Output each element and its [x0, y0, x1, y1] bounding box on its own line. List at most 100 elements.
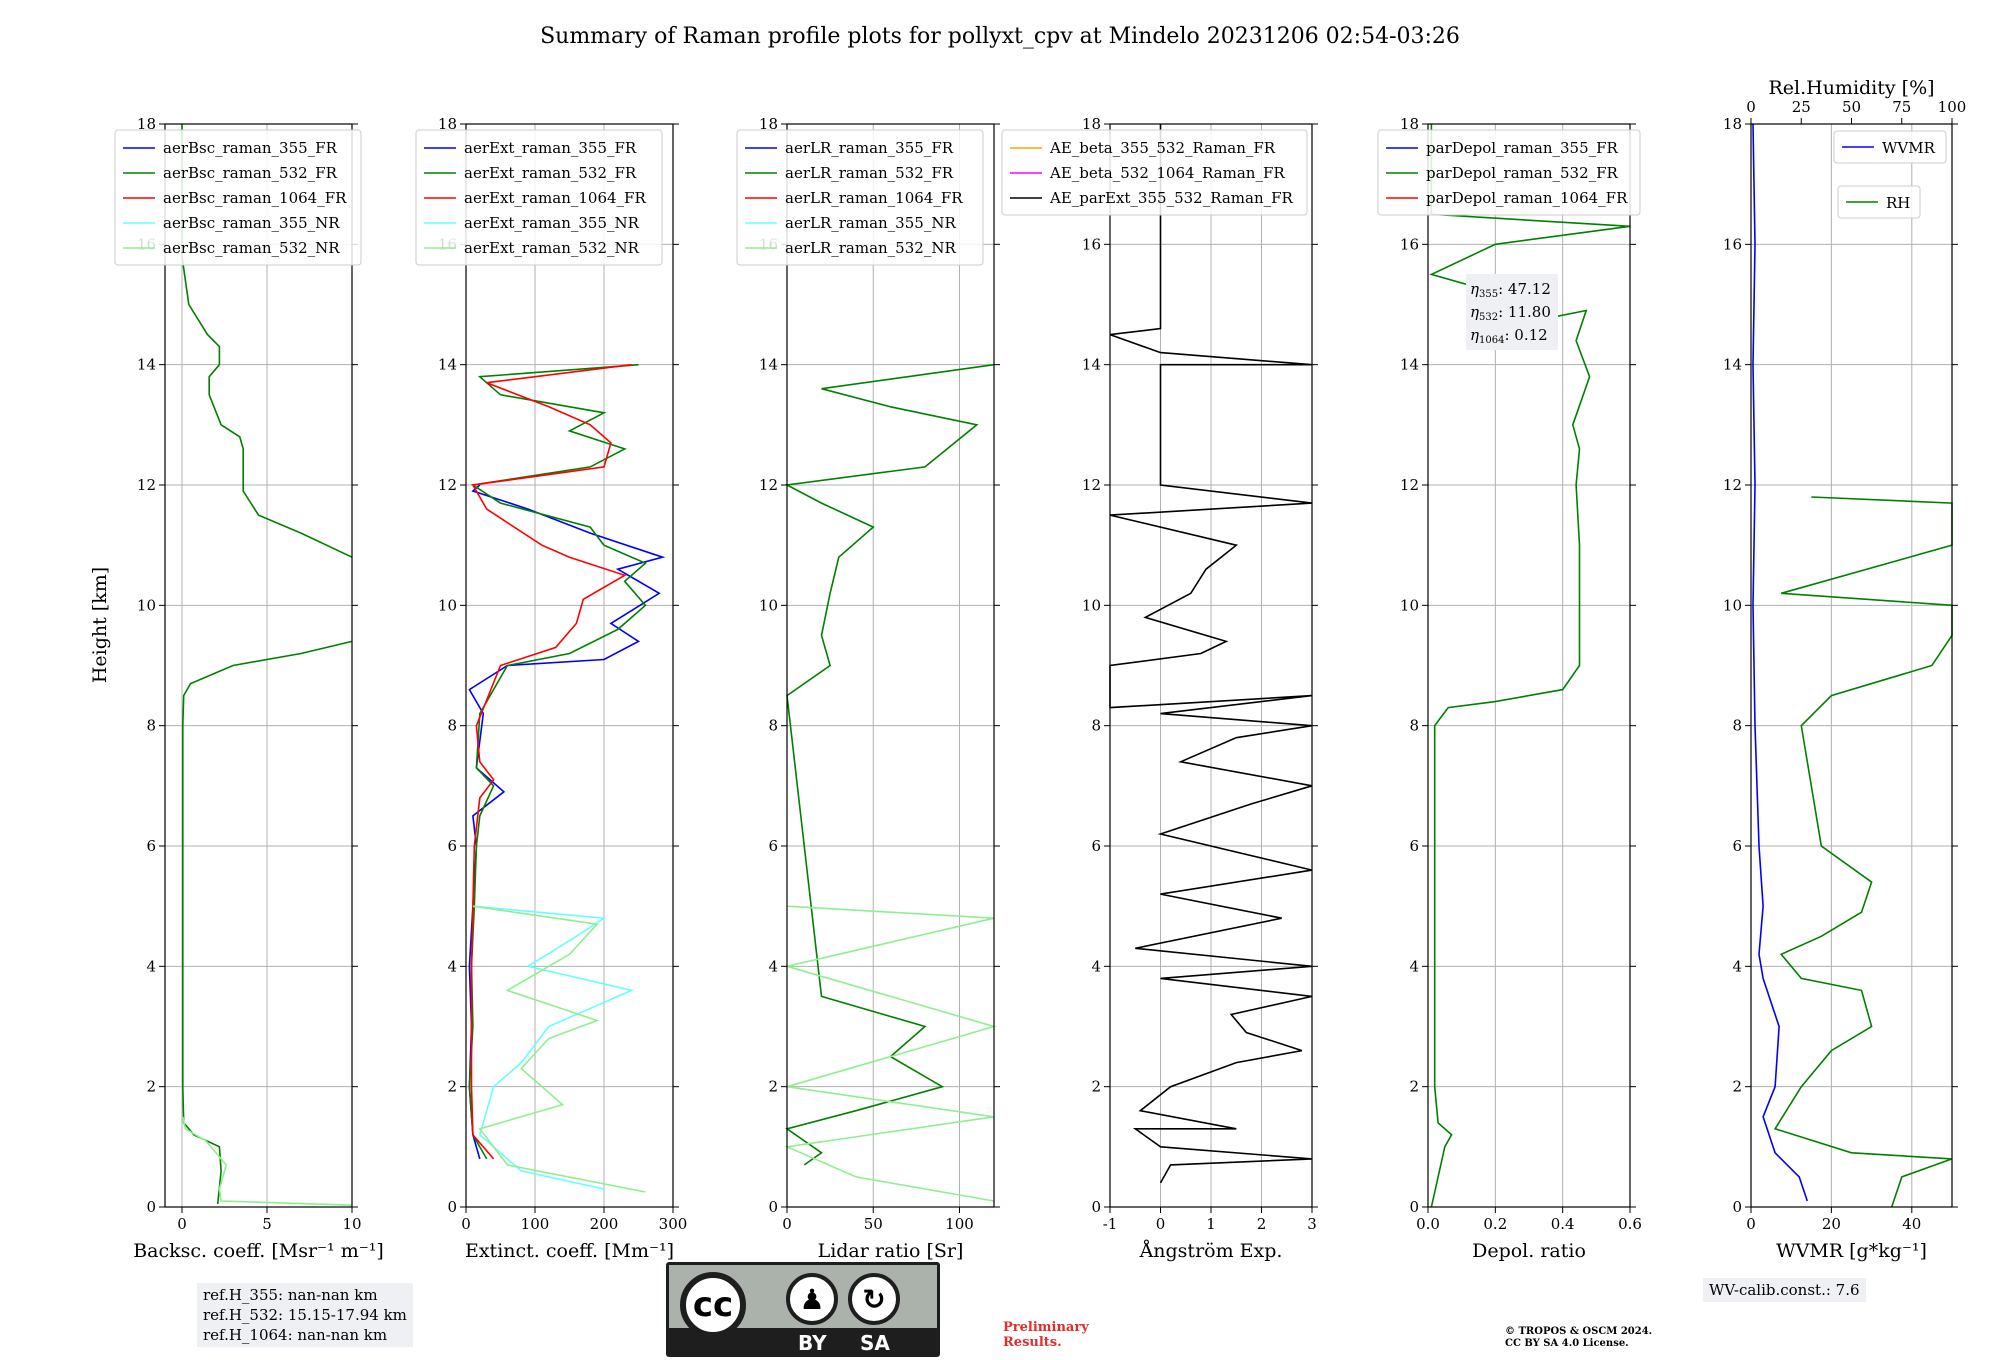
x-tick-label: 0: [1156, 1215, 1166, 1233]
wv-calib-box: WV-calib.const.: 7.6: [1703, 1278, 1866, 1302]
x2-axis-label: Rel.Humidity [%]: [1768, 77, 1934, 99]
axes-frame: [1427, 123, 1631, 1208]
legend-box: [415, 129, 663, 266]
series-line-aerLR_raman_532_NR: [783, 905, 997, 1202]
y-tick-label: 14: [1400, 356, 1419, 374]
series-line-parDepol_raman_532_FR: [1429, 124, 1631, 1208]
legend-label: parDepol_raman_532_FR: [1426, 164, 1619, 182]
y-tick-label: 6: [447, 837, 457, 855]
y-tick-label: 6: [1409, 837, 1419, 855]
legend-label: AE_parExt_355_532_Raman_FR: [1049, 189, 1294, 207]
y-tick-label: 6: [146, 837, 156, 855]
reference-height-box: ref.H_355: nan-nan km ref.H_532: 15.15-1…: [197, 1283, 413, 1347]
x-tick-label: 20: [1822, 1215, 1841, 1233]
y-tick-label: 4: [447, 957, 457, 975]
legend-box: [1837, 185, 1921, 219]
legend-label: WVMR: [1882, 139, 1936, 157]
preliminary-line-2: Results.: [1003, 1335, 1062, 1350]
y-tick-label: 2: [1091, 1078, 1101, 1096]
y-tick-label: 18: [1723, 115, 1742, 133]
ref-height-355: ref.H_355: nan-nan km: [203, 1286, 378, 1304]
y-tick-label: 2: [1732, 1078, 1742, 1096]
y-tick-label: 14: [137, 356, 156, 374]
legend-label: aerLR_raman_355_FR: [785, 139, 954, 157]
y-tick-label: 12: [1082, 476, 1101, 494]
y-tick-label: 14: [1723, 356, 1742, 374]
copyright-note: © TROPOS & OSCM 2024. CC BY SA 4.0 Licen…: [1505, 1326, 1652, 1350]
series-line-WVMR: [1752, 123, 1809, 1202]
cc-by-sa-license-badge: cc ♟ ↻ BY SA: [666, 1262, 940, 1357]
series-line-aerBsc_raman_532_FR: [181, 124, 353, 1205]
y-tick-label: 6: [768, 837, 778, 855]
y-tick-label: 8: [1091, 717, 1101, 735]
y-tick-label: 4: [146, 957, 156, 975]
y-tick-label: 12: [1723, 476, 1742, 494]
legend-box: [1001, 129, 1308, 216]
legend-label: parDepol_raman_1064_FR: [1426, 189, 1628, 207]
y-tick-label: 10: [1400, 596, 1419, 614]
y-tick-label: 10: [1723, 596, 1742, 614]
x-tick-label: -1: [1103, 1215, 1118, 1233]
legend-label: RH: [1886, 194, 1910, 212]
x-tick-label: 1: [1206, 1215, 1216, 1233]
x-tick-label: 10: [342, 1215, 361, 1233]
y-tick-label: 4: [1091, 957, 1101, 975]
legend-label: aerLR_raman_532_NR: [785, 239, 956, 257]
x-tick-label: 2: [1257, 1215, 1267, 1233]
sa-label: SA: [860, 1331, 890, 1355]
copyright-line-2: CC BY SA 4.0 License.: [1505, 1338, 1629, 1349]
ref-height-1064: ref.H_1064: nan-nan km: [203, 1326, 388, 1344]
x-axis-label: Lidar ratio [Sr]: [818, 1240, 964, 1262]
y-tick-label: 16: [1082, 235, 1101, 253]
copyright-line-1: © TROPOS & OSCM 2024.: [1505, 1326, 1653, 1337]
cc-logo-icon: cc: [680, 1272, 746, 1338]
y-tick-label: 14: [438, 356, 457, 374]
y-tick-label: 0: [146, 1198, 156, 1216]
x-tick-label: 0: [461, 1215, 471, 1233]
legend-label: parDepol_raman_355_FR: [1426, 139, 1619, 157]
y-tick-label: 18: [1082, 115, 1101, 133]
share-alike-icon: ↻: [848, 1273, 900, 1325]
x-axis-label: Extinct. coeff. [Mm⁻¹]: [465, 1240, 674, 1262]
panel-3: 024681012141618050100Lidar ratio [Sr]aer…: [736, 115, 1000, 1262]
legend-label: aerBsc_raman_355_FR: [163, 139, 338, 157]
y-tick-label: 18: [438, 115, 457, 133]
y-tick-label: 6: [1091, 837, 1101, 855]
y-tick-label: 4: [1409, 957, 1419, 975]
legend-box: [1833, 130, 1947, 164]
y-tick-label: 8: [1732, 717, 1742, 735]
y-tick-label: 10: [438, 596, 457, 614]
preliminary-note: Preliminary Results.: [1003, 1320, 1089, 1350]
x-tick-label: 5: [262, 1215, 272, 1233]
y-tick-label: 0: [768, 1198, 778, 1216]
series-line-aerLR_raman_532_FR: [784, 363, 995, 1166]
figure-title: Summary of Raman profile plots for polly…: [540, 24, 1460, 49]
y-axis-label: Height [km]: [89, 567, 111, 683]
y-tick-label: 8: [768, 717, 778, 735]
series-line-aerExt_raman_532_NR: [472, 905, 646, 1193]
x-axis-label: WVMR [g*kg⁻¹]: [1776, 1240, 1927, 1262]
axes-frame: [465, 123, 674, 1208]
series-line-aerExt_raman_355_NR: [472, 905, 635, 1190]
y-tick-label: 16: [1723, 235, 1742, 253]
legend-label: aerBsc_raman_532_NR: [163, 239, 340, 257]
y-tick-label: 12: [1400, 476, 1419, 494]
x-axis-label: Backsc. coeff. [Msr⁻¹ m⁻¹]: [133, 1240, 384, 1262]
legend-label: aerExt_raman_355_FR: [464, 139, 637, 157]
y-tick-label: 6: [1732, 837, 1742, 855]
x2-tick-label: 75: [1892, 98, 1911, 116]
series-line-aerExt_raman_532_FR: [468, 363, 647, 1160]
preliminary-line-1: Preliminary: [1003, 1320, 1089, 1335]
y-tick-label: 0: [1409, 1198, 1419, 1216]
y-tick-label: 12: [438, 476, 457, 494]
x-tick-label: 0: [782, 1215, 792, 1233]
legend-label: aerBsc_raman_355_NR: [163, 214, 340, 232]
x-tick-label: 100: [521, 1215, 550, 1233]
legend-label: aerExt_raman_355_NR: [464, 214, 640, 232]
eta-annotation-line: η532: 11.80: [1470, 303, 1551, 323]
ref-height-532: ref.H_532: 15.15-17.94 km: [203, 1306, 407, 1324]
y-tick-label: 16: [1400, 235, 1419, 253]
x-axis-label: Ångström Exp.: [1139, 1240, 1283, 1262]
